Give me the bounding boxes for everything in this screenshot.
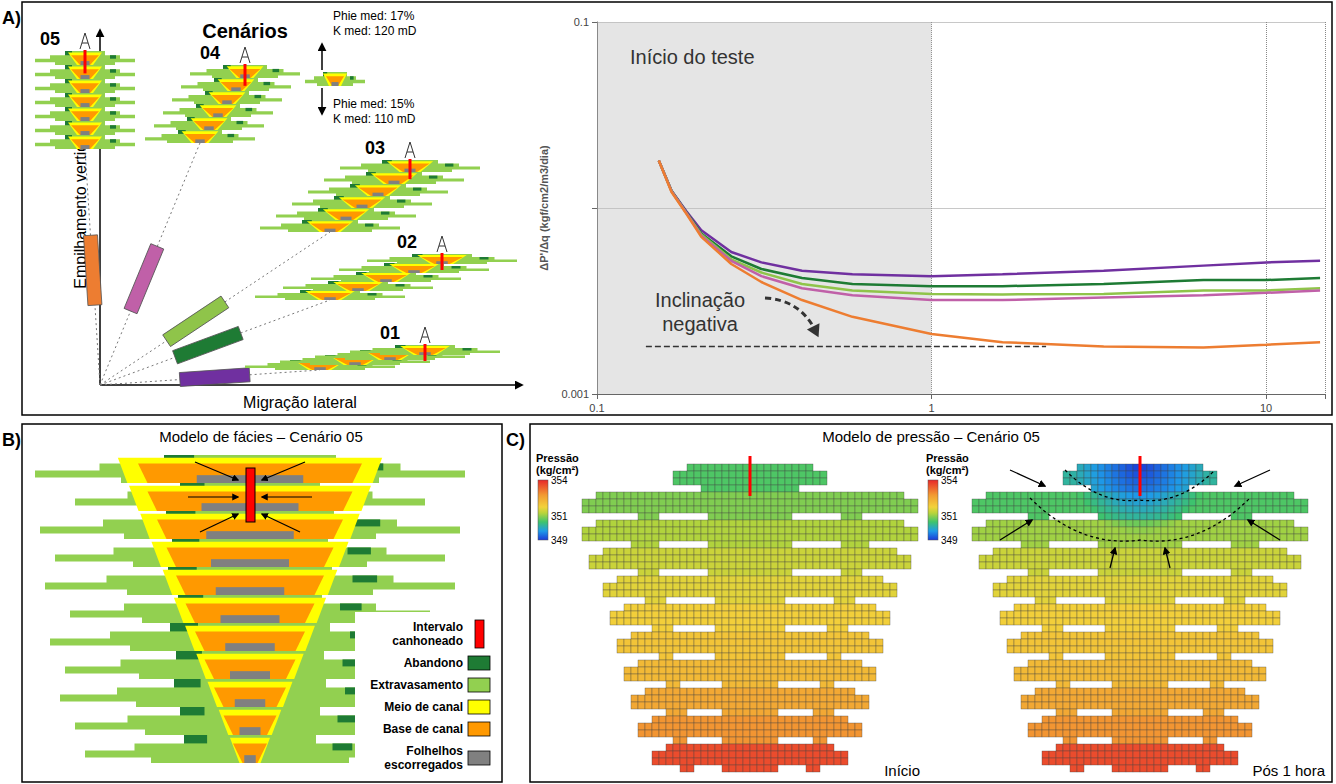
- svg-text:349: 349: [551, 535, 568, 546]
- svg-text:Extravasamento: Extravasamento: [370, 678, 463, 692]
- svg-text:349: 349: [941, 535, 958, 546]
- svg-text:A): A): [2, 8, 21, 28]
- svg-text:354: 354: [551, 475, 568, 486]
- svg-text:351: 351: [551, 511, 568, 522]
- svg-text:Phie med: 15%: Phie med: 15%: [333, 97, 415, 111]
- svg-text:escorregados: escorregados: [384, 758, 463, 772]
- svg-text:Abandono: Abandono: [404, 656, 463, 670]
- svg-text:Empilhamento vertical: Empilhamento vertical: [72, 131, 89, 289]
- svg-text:04: 04: [200, 43, 220, 63]
- svg-text:Base de canal: Base de canal: [383, 722, 463, 736]
- svg-text:351: 351: [941, 511, 958, 522]
- svg-text:(kg/cm²): (kg/cm²): [926, 464, 969, 476]
- svg-text:K med: 120 mD: K med: 120 mD: [333, 24, 417, 38]
- svg-text:0.1: 0.1: [589, 402, 604, 414]
- svg-text:Intervalo: Intervalo: [413, 620, 463, 634]
- svg-text:01: 01: [380, 323, 400, 343]
- svg-text:Início: Início: [884, 762, 920, 779]
- svg-text:Pressão: Pressão: [926, 452, 969, 464]
- svg-text:0.1: 0.1: [574, 16, 589, 28]
- svg-text:Modelo de fácies – Cenário 05: Modelo de fácies – Cenário 05: [159, 428, 362, 445]
- svg-text:Modelo de pressão – Cenário 05: Modelo de pressão – Cenário 05: [822, 428, 1040, 445]
- svg-text:(kg/cm²): (kg/cm²): [536, 464, 579, 476]
- svg-text:C): C): [506, 430, 525, 450]
- svg-text:0.001: 0.001: [561, 388, 589, 400]
- svg-text:02: 02: [397, 232, 417, 252]
- svg-text:Cenários: Cenários: [202, 20, 288, 42]
- svg-text:Pós 1 hora: Pós 1 hora: [1252, 762, 1325, 779]
- svg-text:354: 354: [941, 475, 958, 486]
- svg-text:Phie med: 17%: Phie med: 17%: [333, 9, 415, 23]
- svg-text:Folhelhos: Folhelhos: [406, 744, 463, 758]
- svg-text:Meio de canal: Meio de canal: [384, 700, 463, 714]
- svg-text:Início do teste: Início do teste: [630, 46, 755, 68]
- svg-text:Migração lateral: Migração lateral: [243, 394, 357, 411]
- svg-text:K med: 110 mD: K med: 110 mD: [333, 112, 416, 126]
- svg-text:05: 05: [40, 29, 60, 49]
- svg-text:negativa: negativa: [662, 313, 738, 335]
- svg-text:10: 10: [1260, 402, 1272, 414]
- svg-text:03: 03: [365, 138, 385, 158]
- svg-text:1: 1: [928, 402, 934, 414]
- svg-text:ΔP'/Δq (kgf/cm2/m3/dia): ΔP'/Δq (kgf/cm2/m3/dia): [538, 145, 550, 271]
- svg-text:canhoneado: canhoneado: [392, 634, 463, 648]
- svg-text:Pressão: Pressão: [536, 452, 579, 464]
- svg-text:Inclinação: Inclinação: [655, 289, 745, 311]
- svg-text:B): B): [2, 430, 21, 450]
